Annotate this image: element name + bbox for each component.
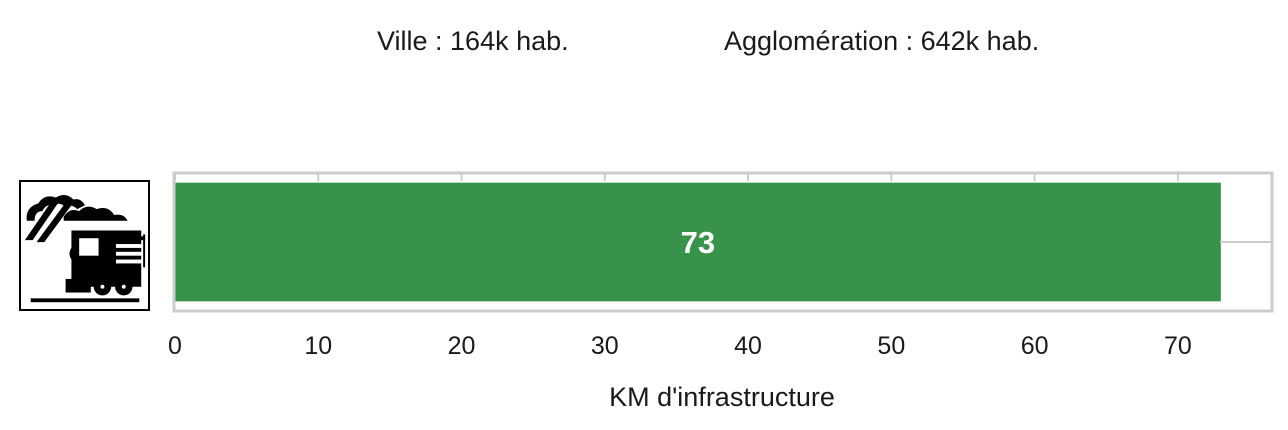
x-tick-label: 20 bbox=[448, 332, 476, 360]
agglomeration-population-label: Agglomération : 642k hab. bbox=[724, 26, 1040, 56]
x-tick-label: 30 bbox=[591, 332, 619, 360]
x-tick-label: 0 bbox=[168, 332, 182, 360]
x-tick-label: 60 bbox=[1021, 332, 1049, 360]
x-tick-label: 40 bbox=[734, 332, 762, 360]
train-icon bbox=[19, 180, 150, 311]
x-tick-label: 70 bbox=[1164, 332, 1192, 360]
x-tick-label: 10 bbox=[304, 332, 332, 360]
x-tick-label: 50 bbox=[877, 332, 905, 360]
x-axis-title: KM d'infrastructure bbox=[609, 382, 835, 412]
bar-value-label: 73 bbox=[681, 225, 715, 260]
city-population-label: Ville : 164k hab. bbox=[377, 26, 569, 56]
bar bbox=[175, 182, 1221, 302]
